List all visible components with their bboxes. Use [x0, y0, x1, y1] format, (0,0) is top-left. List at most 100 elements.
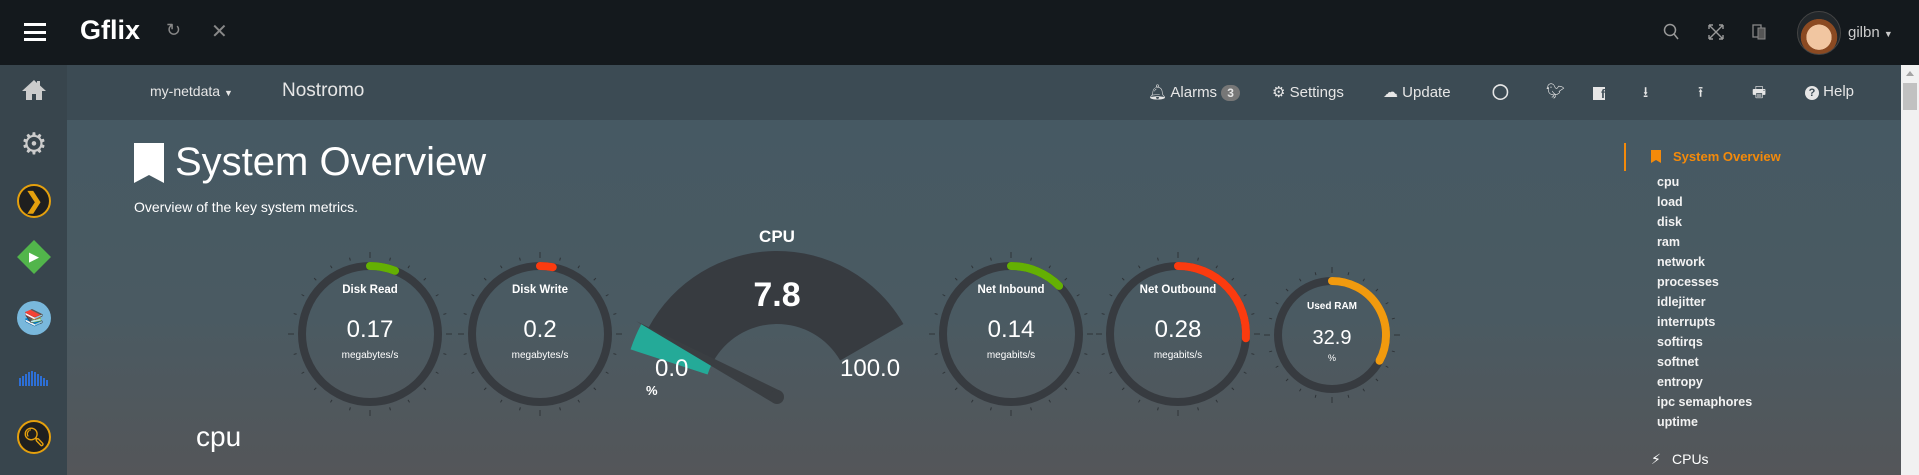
scroll-up-arrow[interactable] [1906, 71, 1914, 76]
gauge-value-arc [1328, 277, 1390, 365]
cpu-gauge-unit: % [646, 383, 658, 398]
gauge-tick [471, 294, 475, 297]
menu-icon[interactable] [24, 23, 46, 41]
gauge-tick [483, 387, 487, 391]
gauge-tick [1269, 317, 1273, 320]
twitter-icon[interactable]: 🐦︎ [1546, 83, 1566, 100]
search-app-icon[interactable]: 🔍︎ [17, 420, 51, 454]
user-menu[interactable]: gilbn ▼ [1848, 24, 1893, 41]
top-bar: Gflix ↻ ✕ gilbn ▼ [0, 0, 1919, 65]
gauge-tick [1385, 365, 1389, 368]
close-icon[interactable]: ✕ [211, 21, 228, 43]
gauge-tick [301, 371, 305, 374]
gauge-title: Net Outbound [1139, 284, 1217, 296]
download-icon[interactable]: ⭳ [1643, 84, 1649, 101]
upload-icon[interactable]: ⭱ [1698, 84, 1704, 101]
gauge-tick [593, 387, 597, 391]
gauge-tick [471, 371, 475, 374]
gauge-tick [1215, 399, 1218, 403]
page-title: System Overview [175, 140, 487, 184]
gauge-tick [1275, 365, 1279, 368]
github-icon[interactable]: ◯ [1492, 83, 1509, 100]
update-button[interactable]: ☁ Update [1383, 83, 1451, 101]
cpu-gauge-title: CPU [759, 227, 795, 246]
gauge-tick [435, 294, 439, 297]
gauge-tick [577, 399, 580, 403]
gauge-tick [407, 265, 410, 269]
gauge-tick [519, 407, 521, 411]
toc-item[interactable]: softnet [1657, 355, 1699, 369]
search-icon[interactable] [1663, 23, 1679, 41]
host-name[interactable]: Nostromo [282, 80, 365, 101]
gauge-tick [1121, 387, 1125, 391]
toc-item[interactable]: network [1657, 255, 1705, 269]
app-title[interactable]: Gflix [80, 15, 141, 45]
home-icon[interactable] [21, 79, 47, 101]
gauge-tick [349, 257, 351, 261]
toc-item[interactable]: uptime [1657, 415, 1698, 429]
settings-button[interactable]: ⚙ Settings [1272, 83, 1344, 101]
toc-item[interactable]: processes [1657, 275, 1719, 289]
toc-item[interactable]: ram [1657, 235, 1680, 249]
scrollbar[interactable] [1901, 65, 1919, 475]
alarms-button[interactable]: 🔔︎ Alarms 3 [1148, 83, 1240, 101]
gauge-tick [1109, 371, 1113, 374]
gear-icon[interactable]: ⚙ [20, 127, 48, 161]
main-content [67, 120, 1901, 475]
gauge-value: 32.9 [1312, 327, 1352, 349]
gauge-tick [990, 257, 992, 261]
settings-label: Settings [1289, 84, 1344, 101]
gauge-title: Net Inbound [977, 284, 1045, 296]
gauge-tick [1243, 294, 1247, 297]
translate-icon[interactable] [1752, 23, 1766, 41]
gauge-tick [1030, 257, 1032, 261]
gauge-tick [605, 371, 609, 374]
cloud-download-icon: ☁ [1383, 84, 1398, 101]
toc-item[interactable]: ipc semaphores [1657, 395, 1753, 409]
caret-down-icon: ▼ [1883, 29, 1893, 39]
gauge-tick [1157, 257, 1159, 261]
toc-item[interactable]: entropy [1657, 375, 1703, 389]
gauge-tick [330, 265, 333, 269]
cpu-gauge-max: 100.0 [840, 355, 901, 382]
facebook-icon[interactable]: f [1593, 87, 1605, 101]
gauge-tick [1138, 399, 1141, 403]
gauge-tick [1231, 277, 1235, 281]
gauge-tick [559, 407, 561, 411]
scroll-thumb[interactable] [1903, 83, 1917, 110]
gauge-tick [1285, 378, 1289, 382]
plex-icon[interactable]: ❯ [17, 184, 51, 218]
fullscreen-icon[interactable] [1708, 24, 1724, 40]
section-heading: cpu [196, 421, 242, 452]
toc-item[interactable]: cpu [1657, 175, 1680, 189]
refresh-icon[interactable]: ↻ [166, 20, 182, 40]
toc-next-section[interactable]: CPUs [1672, 451, 1709, 467]
gauge-tick [1197, 407, 1199, 411]
books-icon[interactable]: 📚 [17, 301, 51, 335]
print-icon[interactable]: 🖶︎ [1752, 84, 1767, 101]
alarms-badge: 3 [1221, 85, 1240, 101]
toc-item[interactable]: disk [1657, 215, 1683, 229]
gauge-tick [1231, 387, 1235, 391]
gauge-tick [313, 387, 317, 391]
gauge-tick [559, 257, 561, 261]
toc-active-section[interactable]: System Overview [1673, 149, 1781, 164]
avatar[interactable] [1797, 11, 1841, 55]
gauge-tick [1285, 288, 1289, 292]
gauge-tick [605, 294, 609, 297]
toc-item[interactable]: interrupts [1657, 315, 1716, 329]
gauge-tick [1299, 278, 1302, 282]
gauge-value: 0.17 [346, 316, 394, 343]
toc-item[interactable]: softirqs [1657, 335, 1703, 349]
help-button[interactable]: ? Help [1805, 83, 1854, 100]
toc-item[interactable]: load [1657, 195, 1683, 209]
gauge-tick [293, 313, 297, 315]
gauge-tick [1269, 350, 1273, 353]
soundcloud-icon[interactable] [19, 371, 49, 387]
gauge-tick [389, 407, 391, 411]
toc-item[interactable]: idlejitter [1657, 295, 1706, 309]
brand-dropdown[interactable]: my-netdata ▼ [150, 83, 233, 99]
gauge-tick [613, 313, 617, 315]
gauge-tick [1215, 265, 1218, 269]
